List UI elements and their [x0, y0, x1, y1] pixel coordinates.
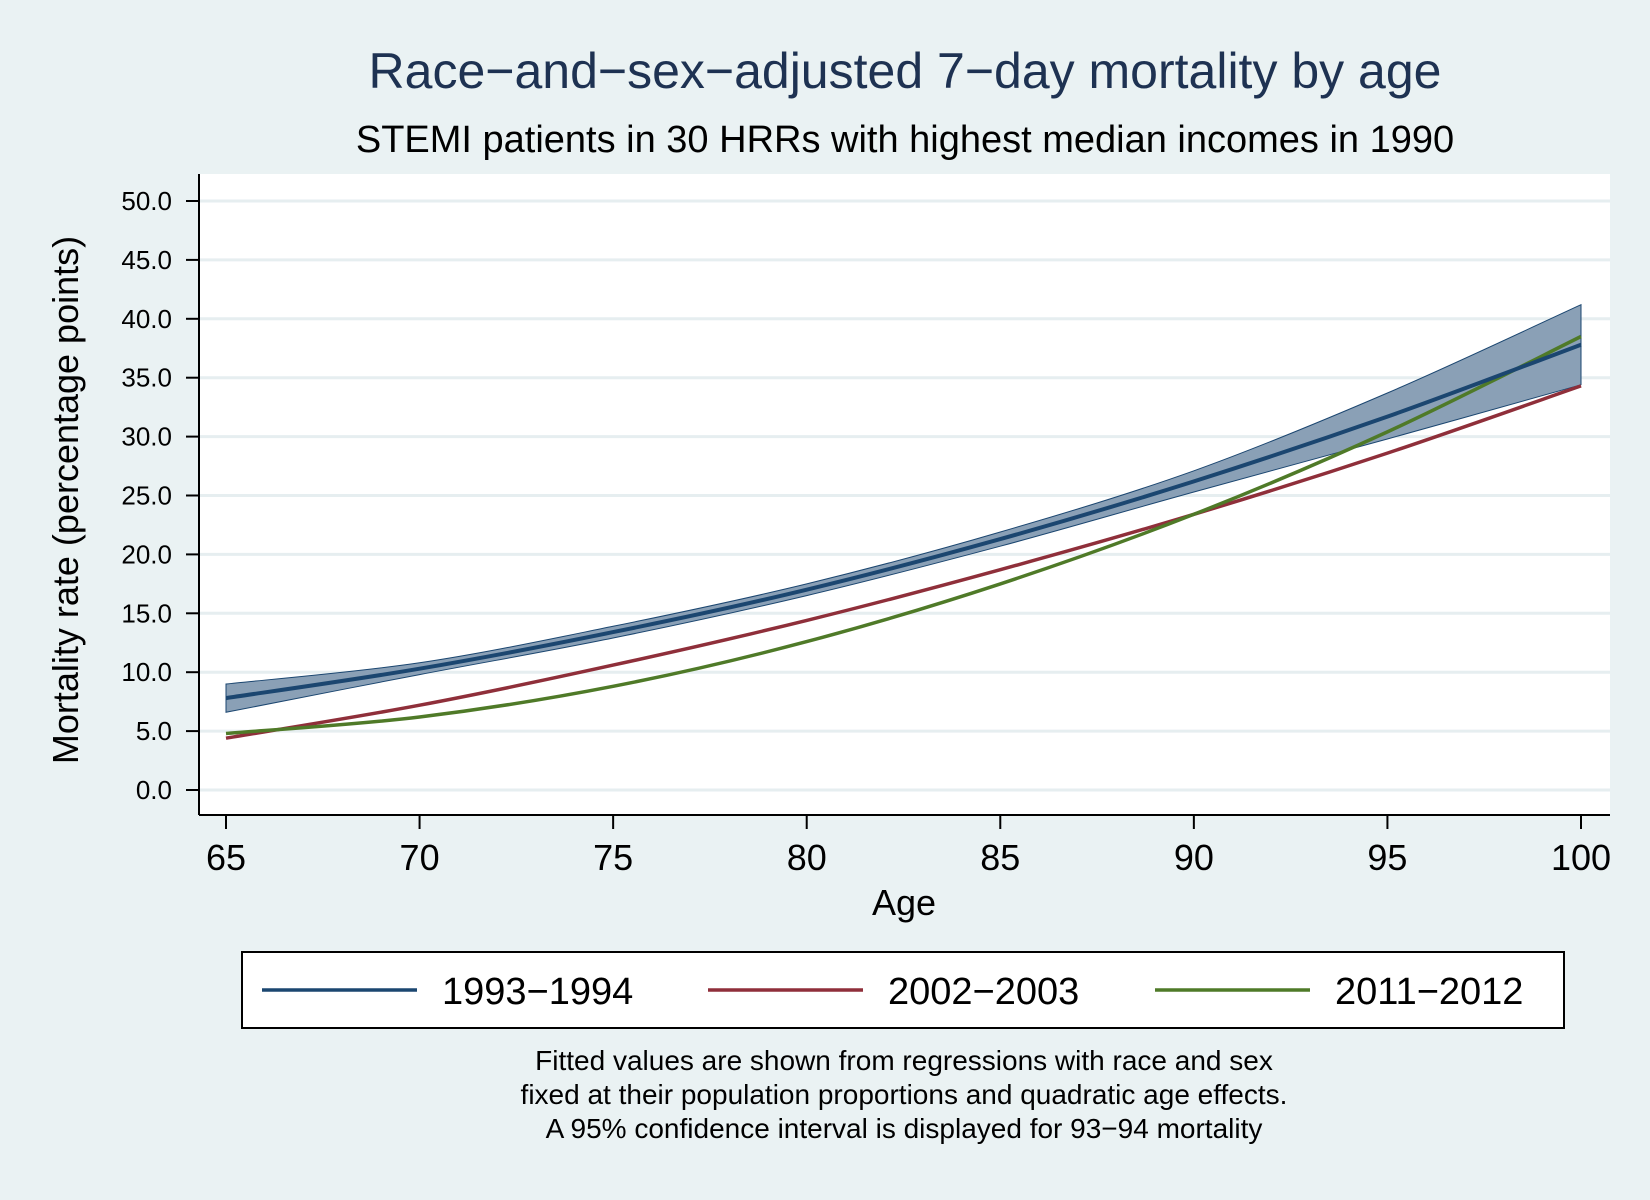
x-tick-label: 65 — [206, 837, 246, 878]
series-line-1 — [225, 342, 1582, 701]
y-tick-label: 35.0 — [121, 363, 172, 393]
series-line-2 — [225, 384, 1582, 740]
y-axis-ticks: 0.0 5.0 10.0 15.0 20.0 25.0 30.0 35.0 40.0 45.0 50… — [121, 186, 199, 805]
confidence-band-layer — [225, 303, 1582, 713]
legend-label: 2011−2012 — [1335, 971, 1523, 1013]
chart-subtitle: STEMI patients in 30 HRRs with highest m… — [356, 119, 1454, 161]
y-tick-label: 5.0 — [136, 716, 172, 746]
x-tick-label: 90 — [1174, 837, 1214, 878]
chart-title: Race−and−sex−adjusted 7−day mortality by… — [369, 43, 1442, 99]
y-tick-label: 50.0 — [121, 186, 172, 216]
x-axis-label: Age — [872, 882, 936, 923]
y-tick-label: 25.0 — [121, 481, 172, 511]
y-tick-label: 20.0 — [121, 539, 172, 569]
x-tick-label: 95 — [1367, 837, 1407, 878]
ci-band-1993-1994 — [225, 303, 1582, 713]
footnote: Fitted values are shown from regressions… — [521, 1045, 1288, 1144]
series-line-3 — [225, 334, 1582, 736]
y-tick-label: 30.0 — [121, 422, 172, 452]
legend-label: 2002−2003 — [888, 971, 1079, 1013]
legend-label: 1993−1994 — [442, 971, 633, 1013]
x-tick-label: 80 — [787, 837, 827, 878]
x-tick-label: 100 — [1551, 837, 1611, 878]
x-tick-label: 75 — [593, 837, 633, 878]
y-tick-label: 45.0 — [121, 245, 172, 275]
x-tick-label: 85 — [980, 837, 1020, 878]
footnote-line: Fitted values are shown from regressions… — [535, 1045, 1273, 1076]
y-axis-label: Mortality rate (percentage points) — [45, 236, 86, 764]
y-tick-label: 10.0 — [121, 657, 172, 687]
series-lines-layer — [225, 334, 1582, 740]
grid-lines — [200, 199, 1610, 792]
y-tick-label: 15.0 — [121, 598, 172, 628]
y-tick-label: 0.0 — [136, 775, 172, 805]
legend-box — [241, 951, 1565, 1029]
footnote-line: fixed at their population proportions an… — [521, 1079, 1288, 1110]
footnote-line: A 95% confidence interval is displayed f… — [546, 1113, 1263, 1144]
y-tick-label: 40.0 — [121, 304, 172, 334]
x-tick-label: 70 — [400, 837, 440, 878]
x-axis-ticks: 65 70 75 80 85 90 95 100 — [206, 815, 1611, 878]
legend: 1993−1994 2002−2003 2011−2012 — [262, 971, 1523, 1013]
